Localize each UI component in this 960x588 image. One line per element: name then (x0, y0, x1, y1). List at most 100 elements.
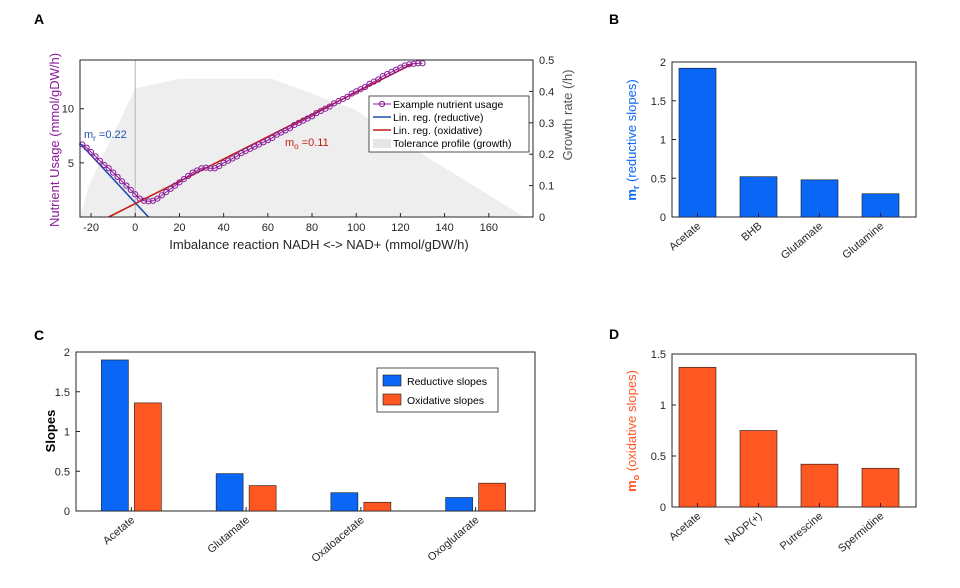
nutrient-usage-point (410, 60, 417, 67)
x-tick-label: 140 (435, 222, 453, 234)
y-tick-label: 1 (64, 427, 70, 439)
x-tick-label: Putrescine (778, 510, 826, 553)
axes-box (671, 353, 917, 508)
x-tick-label: 0 (132, 222, 138, 234)
nutrient-usage-point (83, 144, 90, 151)
x-tick-label: 60 (262, 222, 274, 234)
x-tick-label: -20 (83, 222, 99, 234)
nutrient-usage-point (167, 185, 174, 192)
legend-swatch-oxidative (382, 393, 402, 406)
panel-a-legend: Example nutrient usage Lin. reg. (reduct… (368, 95, 530, 153)
panel-a-ylabel-right: Growth rate (/h) (560, 69, 575, 160)
panel-b-letter: B (609, 11, 619, 27)
y-tick-label: 1.5 (651, 349, 666, 361)
nutrient-usage-point (176, 179, 183, 186)
legend-label: Lin. reg. (reductive) (393, 112, 483, 124)
y-tick-label: 0.5 (651, 451, 666, 463)
legend-label: Oxidative slopes (407, 395, 484, 407)
y-tick-label: 10 (62, 104, 74, 116)
nutrient-usage-point (361, 83, 369, 91)
nutrient-usage-point (92, 153, 99, 160)
legend-marker-nutrient (378, 100, 386, 108)
bar (739, 176, 778, 218)
y-tick-label: 0 (660, 502, 666, 514)
bar (445, 497, 473, 512)
nutrient-usage-point (269, 134, 276, 142)
y-right-tick-label: 0.1 (539, 181, 554, 193)
nutrient-usage-point (216, 163, 223, 170)
bar (215, 473, 244, 512)
x-tick-label: Oxoglutarate (426, 514, 482, 564)
legend-label: Example nutrient usage (393, 99, 503, 111)
x-tick-label: Acetate (667, 220, 703, 253)
legend-swatch-tolerance (373, 139, 391, 148)
panel-c: C 0 0.5 1 1.5 2 Acetate Glutamate Oxaloacetate O… (34, 327, 536, 565)
bar (363, 501, 392, 512)
nutrient-usage-point (198, 165, 205, 172)
bar (330, 492, 359, 512)
nutrient-usage-point (105, 165, 112, 172)
bar (861, 467, 900, 508)
nutrient-usage-point (326, 103, 333, 110)
mo-annotation: mo =0.11 (285, 137, 329, 151)
legend-box (368, 95, 530, 153)
panel-a-axes-box (79, 59, 534, 218)
x-tick-label: 120 (391, 222, 409, 234)
nutrient-usage-point (401, 62, 408, 69)
x-tick-label: Glutamate (779, 220, 826, 262)
nutrient-usage-point (185, 172, 192, 179)
nutrient-usage-point (140, 197, 148, 204)
x-tick-label: Acetate (667, 510, 703, 543)
x-tick-label: Glutamine (840, 220, 886, 261)
nutrient-usage-point (202, 164, 210, 171)
panel-a: A -20 0 20 40 60 80 100 120 140 160 5 10 0 0.1 0.2 0.… (34, 11, 575, 252)
y-tick-label: 1.5 (55, 387, 70, 399)
legend-label: Tolerance profile (growth) (393, 138, 511, 150)
x-tick-label: Acetate (101, 514, 137, 547)
nutrient-usage-point (308, 113, 316, 120)
nutrient-usage-point (96, 157, 103, 164)
panel-d-letter: D (609, 326, 619, 342)
y-right-tick-label: 0.5 (539, 55, 554, 67)
panel-b-ylabel: mr (reductive slopes) (624, 79, 641, 200)
y-tick-label: 1.5 (651, 96, 666, 108)
y-right-tick-label: 0.3 (539, 118, 554, 130)
bar (478, 482, 506, 512)
nutrient-usage-point (286, 125, 294, 132)
panel-a-letter: A (34, 11, 44, 27)
y-tick-label: 2 (64, 347, 70, 359)
bar (678, 366, 717, 508)
x-tick-label: BHB (739, 220, 764, 244)
x-tick-label: 20 (173, 222, 185, 234)
bar (101, 359, 129, 512)
bar (800, 463, 839, 508)
y-right-tick-label: 0.2 (539, 149, 554, 161)
panel-a-xlabel: Imbalance reaction NADH <-> NAD+ (mmol/g… (169, 237, 468, 252)
nutrient-usage-point (87, 148, 95, 156)
nutrient-usage-point (154, 195, 161, 202)
panel-a-ylabel: Nutrient Usage (mmol/gDW/h) (47, 53, 62, 227)
panel-c-ylabel: Slopes (43, 410, 58, 453)
nutrient-usage-point (118, 178, 126, 185)
nutrient-usage-point (180, 176, 187, 183)
nutrient-usage-point (127, 186, 134, 194)
panel-c-legend: Reductive slopes Oxidative slopes (376, 367, 499, 413)
nutrient-usage-point (123, 182, 130, 189)
bar (739, 430, 778, 508)
x-tick-label: 40 (218, 222, 230, 234)
nutrient-usage-point (171, 182, 179, 189)
y-right-tick-label: 0.4 (539, 86, 554, 98)
y-tick-label: 0 (660, 212, 666, 224)
nutrient-usage-point (344, 93, 351, 100)
nutrient-usage-point (233, 153, 240, 160)
x-tick-label: Oxaloacetate (309, 514, 366, 565)
nutrient-usage-point (132, 191, 139, 198)
nutrient-usage-point (163, 188, 170, 196)
nutrient-usage-point (158, 192, 165, 199)
y-tick-label: 0.5 (651, 173, 666, 185)
x-tick-label: 100 (347, 222, 365, 234)
reductive-regression-line (80, 142, 150, 217)
bar (248, 485, 277, 512)
y-tick-label: 0 (64, 506, 70, 518)
